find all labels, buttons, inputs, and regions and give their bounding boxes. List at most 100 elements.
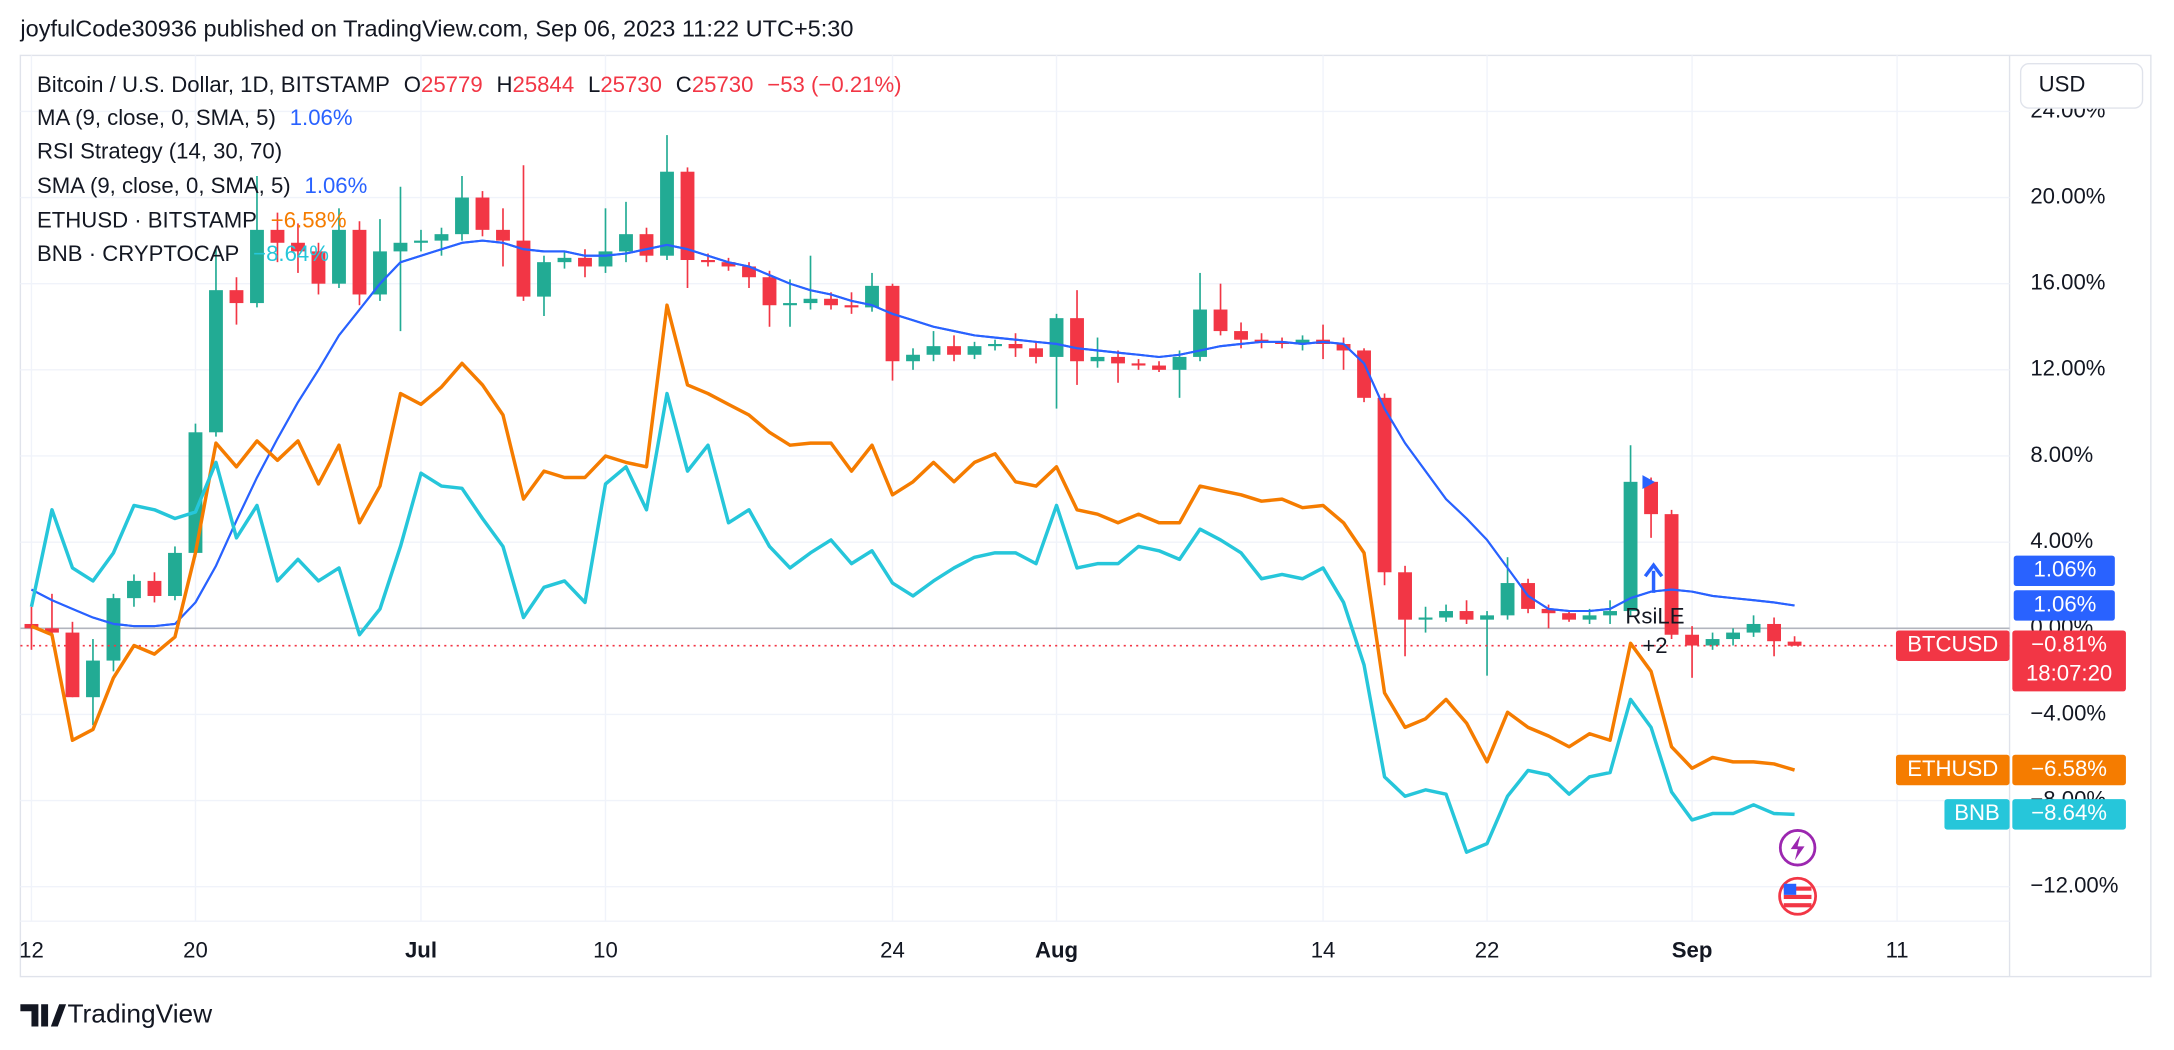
candle-body: [1131, 363, 1146, 366]
legend-text: −53 (−0.21%): [767, 72, 901, 97]
candle-body: [168, 552, 182, 596]
brand-logo: [20, 1004, 67, 1027]
candle-body: [229, 290, 244, 304]
annotation-count: +2: [1642, 633, 1667, 658]
x-tick-label: 24: [880, 938, 905, 963]
candle-body: [578, 257, 592, 267]
chart-frame: [19, 54, 2152, 978]
candle-body: [783, 303, 797, 306]
flag-stripe: [1783, 903, 1812, 908]
publish-header: joyfulCode30936 published on TradingView…: [19, 16, 853, 42]
legend-text: C: [676, 72, 692, 97]
price-badge: [2013, 590, 2115, 621]
flag-canton: [1783, 883, 1797, 895]
currency-button[interactable]: USD: [2019, 63, 2144, 109]
legend-text: −6.58%: [271, 207, 347, 232]
x-tick-label: 11: [1886, 938, 1909, 963]
candle-body: [1377, 397, 1392, 573]
candle-body: [926, 346, 941, 355]
legend-text: H: [497, 72, 513, 97]
candle-body: [1480, 615, 1494, 620]
legend-text: 1.06%: [305, 173, 368, 198]
candle-body: [1418, 617, 1433, 620]
currency-label[interactable]: USD: [2039, 72, 2086, 97]
candle-body: [373, 251, 387, 295]
candle-body: [270, 229, 285, 243]
legend-text: Bitcoin / U.S. Dollar, 1D, BITSTAMP: [37, 72, 390, 97]
symbol-badge: [1944, 799, 2010, 830]
strategy-flag: [1642, 475, 1655, 489]
candle-body: [209, 290, 223, 433]
price-badges: 1.06% 1.06% BTCUSD −0.81% 18:07:20 ETHUSD −6.5…: [1895, 555, 2126, 830]
candle-body: [1459, 611, 1474, 620]
candle-body: [475, 197, 490, 230]
candle-body: [414, 240, 428, 243]
y-tick-label: 8.00%: [2030, 442, 2093, 467]
price-badge-label: −6.58%: [2031, 756, 2107, 781]
candle-body: [1562, 613, 1576, 620]
candle-body: [1582, 615, 1597, 620]
candle-body: [701, 260, 715, 263]
x-tick-label: Aug: [1035, 938, 1078, 963]
candle-body: [742, 266, 756, 278]
candle-body: [865, 285, 879, 308]
candle-body: [1090, 356, 1105, 362]
candle-body: [45, 628, 59, 633]
candle-body: [106, 598, 121, 661]
candle-body: [516, 240, 531, 297]
legend-row: BNB · CRYPTOCAP −8.64%: [37, 241, 329, 266]
y-tick-label: −12.00%: [2030, 873, 2118, 898]
candle-body: [65, 632, 80, 698]
series-line: [30, 239, 1795, 628]
candle-body: [844, 305, 859, 308]
candle-body: [1623, 481, 1638, 612]
y-tick-label: 4.00%: [2030, 528, 2093, 553]
legend-text: RSI Strategy (14, 30, 70): [37, 138, 282, 163]
candle-body: [1664, 514, 1679, 635]
legend-text: L: [588, 72, 600, 97]
candle-body: [332, 229, 346, 284]
y-tick-label: −4.00%: [2030, 700, 2106, 725]
currency-button-box[interactable]: [2019, 63, 2144, 109]
legend-text: 25844: [513, 72, 575, 97]
candle-body: [1685, 634, 1699, 646]
candle-body: [496, 229, 510, 241]
flag-stripe: [1783, 894, 1812, 900]
annotation-label: RsiLE: [1625, 604, 1684, 629]
legend-row: ETHUSD · BITSTAMP −6.58%: [37, 207, 347, 232]
legend-row: MA (9, close, 0, SMA, 5) 1.06%: [37, 105, 353, 130]
candle-body: [1254, 339, 1269, 342]
x-tick-label: 12: [19, 938, 44, 963]
legend-text: ETHUSD · BITSTAMP: [37, 207, 257, 232]
legend-text: 25779: [421, 72, 483, 97]
candle-body: [127, 580, 141, 599]
candle-body: [1398, 572, 1412, 620]
legend-row: Bitcoin / U.S. Dollar, 1D, BITSTAMP O2577…: [37, 72, 902, 97]
candle-body: [824, 298, 838, 306]
price-badge-label: 1.06%: [2034, 557, 2097, 582]
price-badge-label: −8.64%: [2031, 800, 2107, 825]
candle-body: [1705, 639, 1720, 646]
side-icons: [1778, 829, 1818, 916]
legend-text: −8.64%: [253, 241, 329, 266]
candle-body: [1746, 623, 1761, 633]
candle-body: [147, 580, 162, 596]
candle-body: [1726, 632, 1740, 640]
strategy-annotation: RsiLE +2: [1625, 475, 1684, 658]
candle-body: [1357, 350, 1371, 398]
price-badge: [2013, 555, 2115, 587]
candle-body: [1500, 583, 1515, 616]
legend-text: 25730: [600, 72, 662, 97]
legend-text: O: [404, 72, 421, 97]
x-tick-label: 22: [1475, 938, 1500, 963]
candle-body: [1070, 318, 1084, 362]
candle-body: [188, 432, 203, 553]
candle-body: [291, 242, 305, 252]
candle-body: [1439, 611, 1453, 618]
candle-body: [1193, 309, 1207, 357]
candle-body: [598, 251, 613, 267]
candle-body: [660, 171, 674, 256]
candle-body: [1234, 331, 1248, 340]
